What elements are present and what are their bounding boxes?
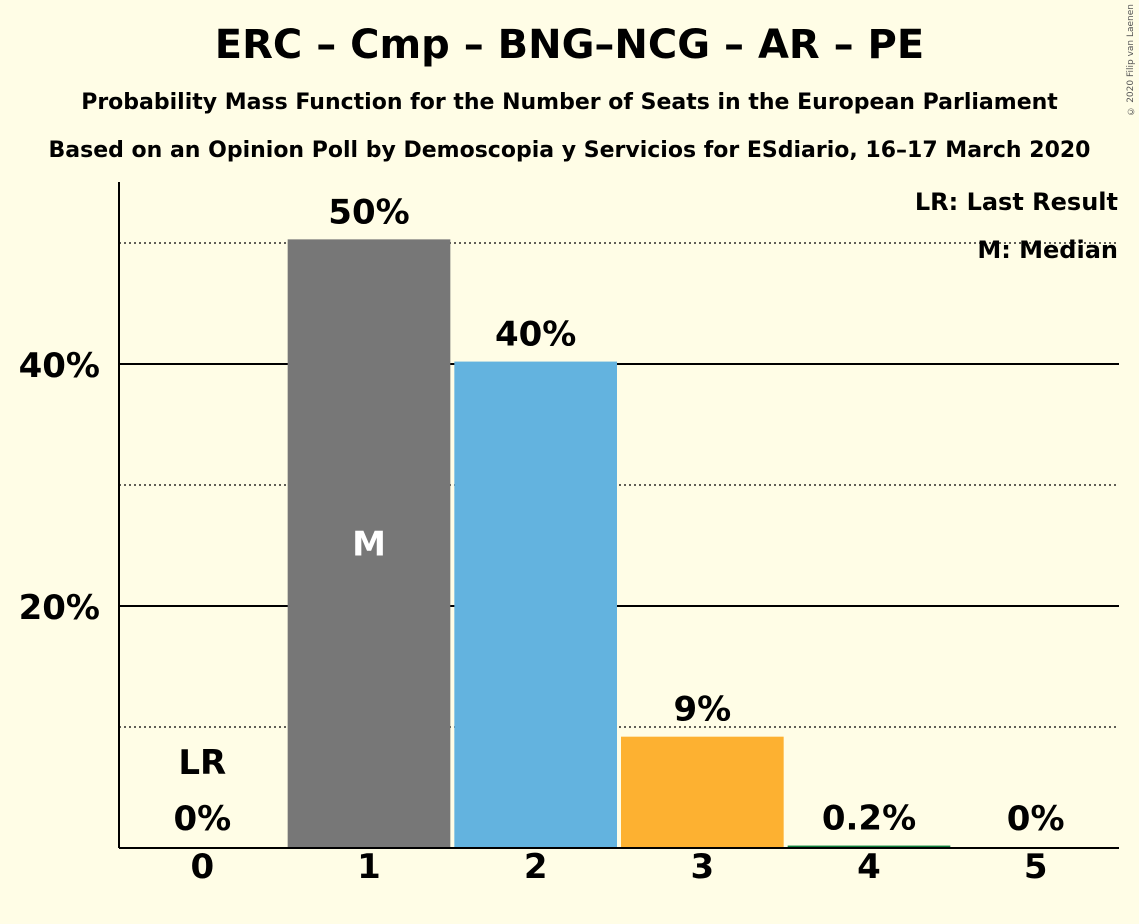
data-label: 9% [673, 690, 731, 730]
data-label: 0% [173, 799, 231, 839]
grid-lines [119, 242, 1119, 728]
bar [621, 736, 784, 848]
x-tick-label: 0 [190, 847, 214, 887]
y-tick-label: 40% [19, 346, 100, 386]
legend-last-result: LR: Last Result [915, 188, 1118, 216]
axis-tick-labels: 20% 40% 0 1 2 3 4 5 [19, 346, 1048, 887]
legend-median: M: Median [977, 236, 1118, 264]
bar [287, 239, 451, 848]
value-labels: 0% LR 50% M 40% 9% 0.2% 0% [173, 192, 1064, 839]
y-tick-label: 20% [19, 588, 100, 628]
bars [287, 239, 951, 848]
x-tick-label: 5 [1024, 847, 1048, 887]
chart-source-subtitle: Based on an Opinion Poll by Demoscopia y… [48, 138, 1091, 163]
bar [787, 845, 951, 848]
last-result-marker: LR [178, 743, 226, 783]
x-tick-label: 1 [357, 847, 381, 887]
median-marker: M [352, 525, 386, 565]
chart-title: ERC – Cmp – BNG–NCG – AR – PE [214, 22, 925, 68]
data-label: 50% [328, 192, 409, 232]
data-label: 0% [1007, 799, 1065, 839]
x-tick-label: 2 [524, 847, 548, 887]
bar [454, 361, 617, 848]
chart-subtitle: Probability Mass Function for the Number… [81, 90, 1058, 115]
data-label: 40% [495, 315, 576, 355]
x-tick-label: 4 [857, 847, 881, 887]
x-tick-label: 3 [690, 847, 714, 887]
data-label: 0.2% [822, 799, 916, 839]
